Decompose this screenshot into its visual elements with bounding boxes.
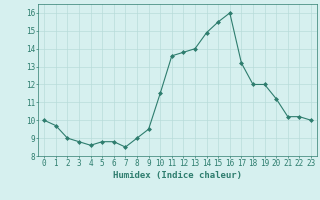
- X-axis label: Humidex (Indice chaleur): Humidex (Indice chaleur): [113, 171, 242, 180]
